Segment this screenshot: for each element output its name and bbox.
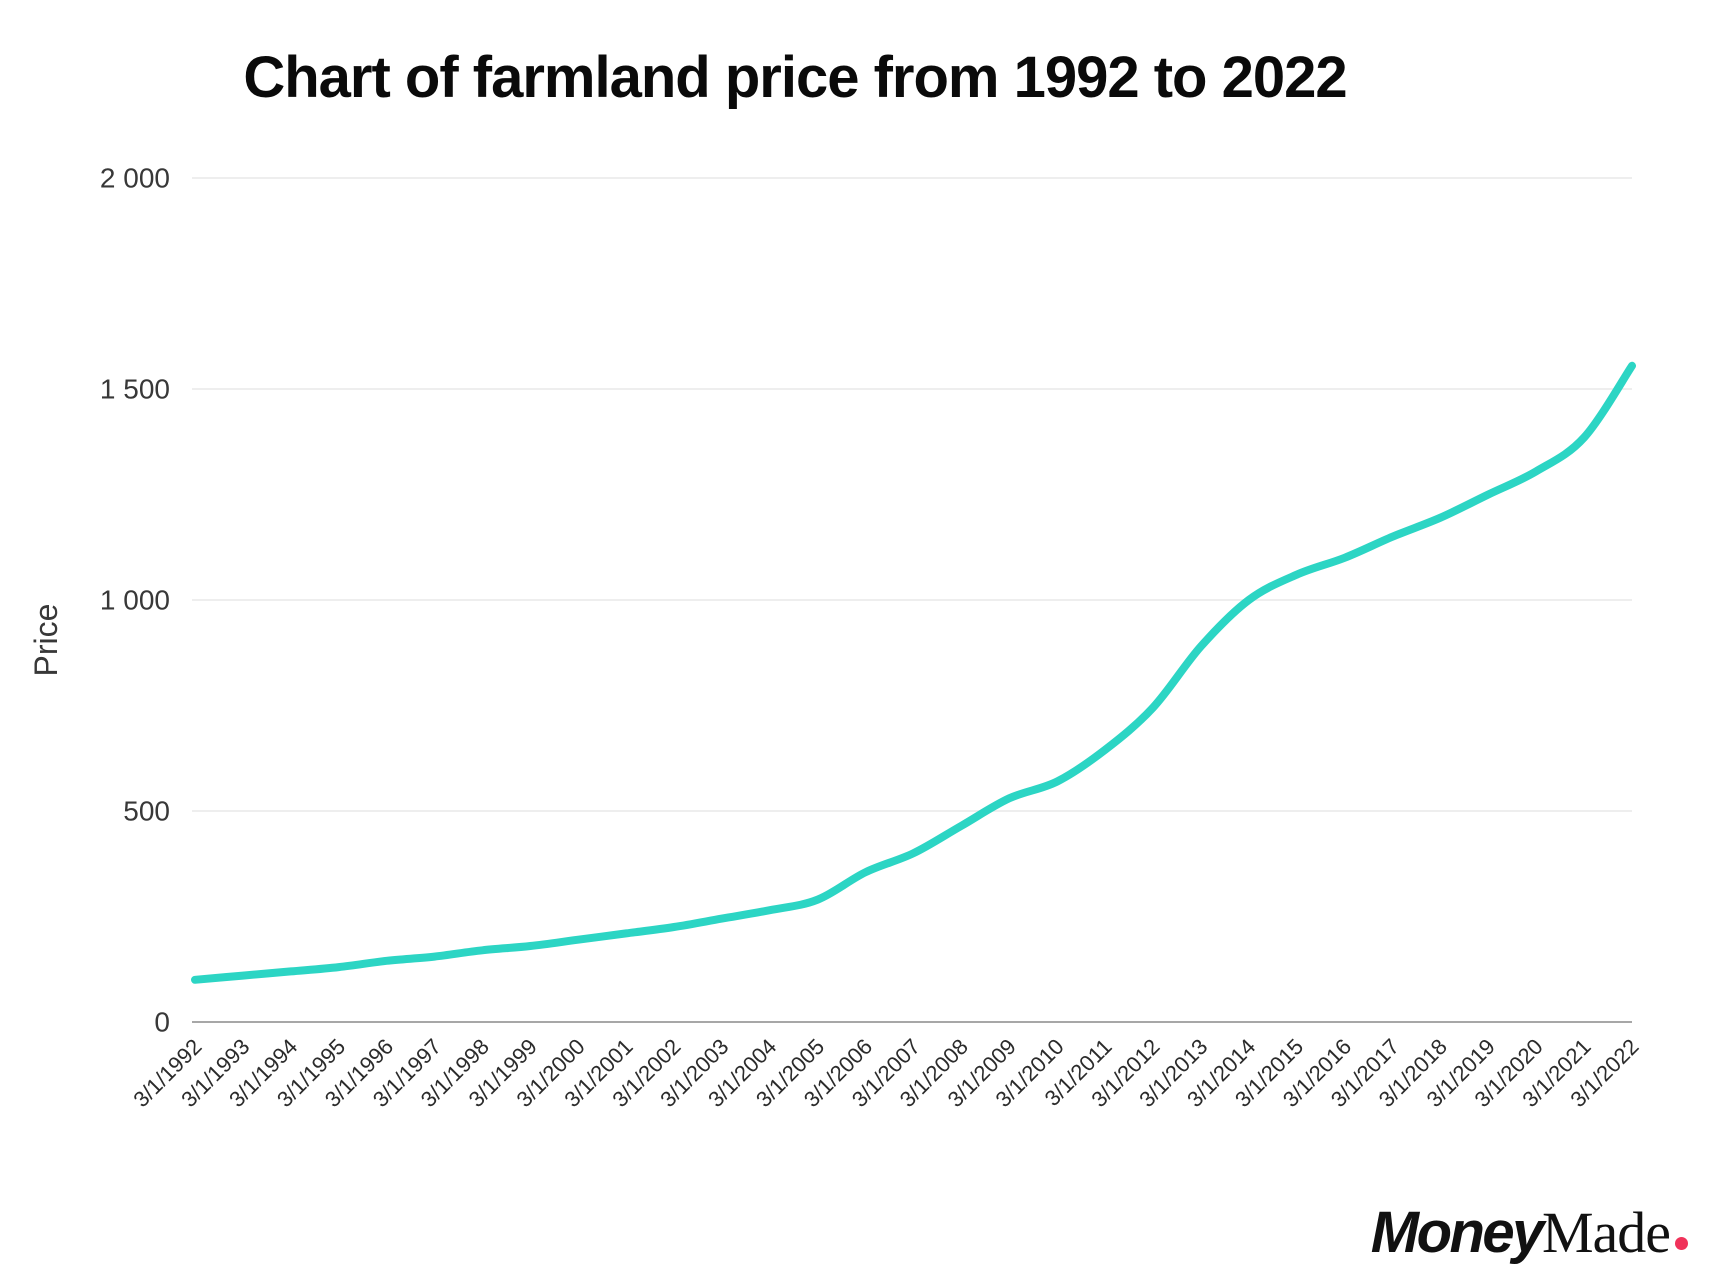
price-line-series bbox=[191, 361, 1636, 984]
logo-made-text: Made bbox=[1541, 1200, 1671, 1265]
y-tick-label: 500 bbox=[123, 796, 170, 827]
y-tick-label: 0 bbox=[154, 1007, 170, 1038]
logo-money-text: Money bbox=[1370, 1200, 1545, 1265]
chart-title: Chart of farmland price from 1992 to 202… bbox=[243, 45, 1347, 110]
x-axis-labels-group: 3/1/19923/1/19933/1/19943/1/19953/1/1996… bbox=[128, 1034, 1643, 1112]
y-tick-label: 1 500 bbox=[100, 374, 170, 405]
gridlines-group bbox=[192, 177, 1632, 1023]
y-axis-labels-group: 0 500 1 000 1 500 2 000 bbox=[100, 163, 170, 1038]
moneymade-logo: MoneyMade bbox=[1371, 1204, 1688, 1262]
series-group bbox=[191, 361, 1636, 984]
logo-dot bbox=[1675, 1237, 1688, 1250]
y-tick-label: 1 000 bbox=[100, 585, 170, 616]
y-tick-label: 2 000 bbox=[100, 163, 170, 194]
y-axis-title: Price bbox=[28, 604, 64, 677]
